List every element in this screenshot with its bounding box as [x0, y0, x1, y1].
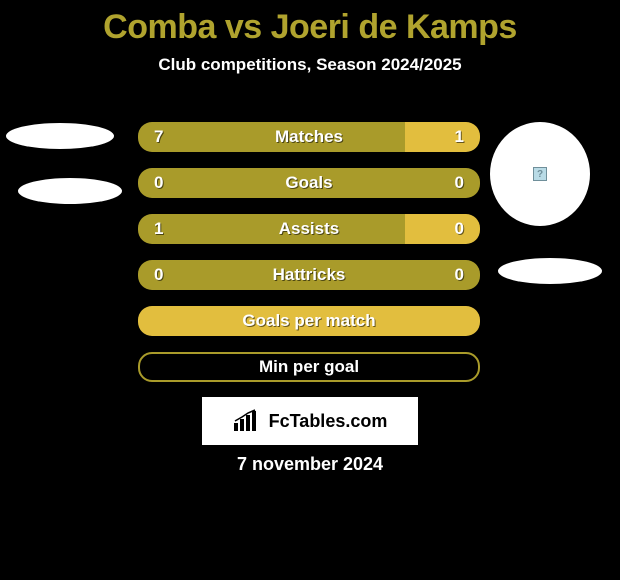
stat-row: Assists1 0 — [138, 214, 480, 244]
stat-row: Goals0 0 — [138, 168, 480, 198]
stat-value-left: 0 — [154, 265, 163, 285]
player-left-ellipse-1 — [6, 123, 114, 149]
stat-row: Goals per match — [138, 306, 480, 336]
date-stamp: 7 november 2024 — [0, 454, 620, 475]
stat-value-right: 0 — [455, 219, 464, 239]
stat-value-right: 1 — [455, 127, 464, 147]
player-right-ellipse — [498, 258, 602, 284]
stat-label: Matches — [138, 127, 480, 147]
stat-label: Hattricks — [138, 265, 480, 285]
page-title: Comba vs Joeri de Kamps — [0, 0, 620, 47]
stat-value-left: 7 — [154, 127, 163, 147]
stat-value-left: 0 — [154, 173, 163, 193]
fctables-logo: FcTables.com — [202, 397, 418, 445]
stat-label: Min per goal — [140, 357, 478, 377]
stat-label: Goals per match — [138, 311, 480, 331]
stat-value-right: 0 — [455, 173, 464, 193]
stat-row: Hattricks0 0 — [138, 260, 480, 290]
fctables-logo-text: FcTables.com — [269, 411, 388, 432]
stat-row: Min per goal — [138, 352, 480, 382]
stat-label: Goals — [138, 173, 480, 193]
stat-row: Matches7 1 — [138, 122, 480, 152]
fctables-logo-icon — [233, 409, 263, 433]
stat-value-left: 1 — [154, 219, 163, 239]
stat-value-right: 0 — [455, 265, 464, 285]
missing-image-icon: ? — [533, 167, 547, 181]
player-right-avatar: ? — [490, 122, 590, 226]
player-left-ellipse-2 — [18, 178, 122, 204]
stat-label: Assists — [138, 219, 480, 239]
subtitle: Club competitions, Season 2024/2025 — [0, 55, 620, 75]
stats-container: Matches71Goals00Assists10Hattricks00Goal… — [138, 122, 480, 398]
